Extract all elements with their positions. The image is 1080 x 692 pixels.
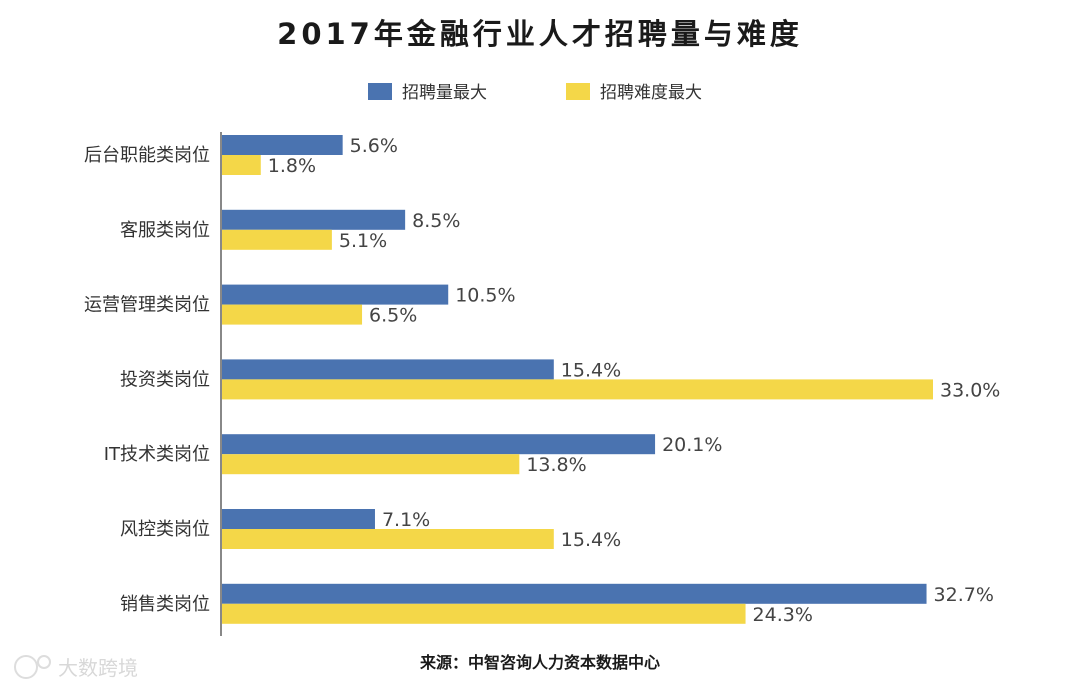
category-label: 投资类岗位 — [120, 369, 210, 390]
bar-recruit-volume — [222, 509, 375, 529]
data-label: 20.1% — [662, 434, 722, 456]
legend-label-recruit-volume: 招聘量最大 — [402, 83, 487, 103]
data-label: 15.4% — [561, 529, 621, 551]
data-label: 33.0% — [940, 379, 1000, 401]
bars — [222, 135, 933, 624]
bar-recruit-difficulty — [222, 529, 554, 549]
data-label: 10.5% — [455, 285, 515, 307]
watermark: 大数跨境 — [14, 655, 138, 680]
data-label: 24.3% — [753, 604, 813, 626]
data-label: 8.5% — [412, 210, 460, 232]
data-label: 5.6% — [350, 135, 398, 157]
bar-recruit-volume — [222, 209, 406, 230]
category-label: 后台职能类岗位 — [84, 145, 210, 166]
data-label: 1.8% — [268, 155, 316, 177]
bar-recruit-difficulty — [222, 603, 746, 624]
bar-recruit-difficulty — [222, 379, 933, 400]
category-label: 销售类岗位 — [120, 594, 210, 615]
legend-swatch-recruit-volume — [368, 83, 392, 100]
watermark-logo-dot-icon — [37, 655, 51, 669]
legend: 招聘量最大 招聘难度最大 — [368, 83, 702, 103]
category-label: 客服类岗位 — [120, 220, 210, 241]
legend-swatch-recruit-difficulty — [566, 83, 590, 100]
bar-recruit-difficulty — [222, 155, 261, 175]
chart-title: 2017年金融行业人才招聘量与难度 — [277, 17, 803, 51]
bar-recruit-volume — [222, 135, 343, 155]
bar-recruit-difficulty — [222, 304, 363, 325]
bar-recruit-difficulty — [222, 454, 520, 475]
legend-label-recruit-difficulty: 招聘难度最大 — [600, 83, 702, 103]
bar-recruit-volume — [222, 583, 927, 604]
bar-recruit-volume — [222, 359, 554, 380]
data-label: 32.7% — [934, 584, 994, 606]
value-labels: 5.6% 1.8% 8.5% 5.1% 10.5% 6.5% 15.4% 33.0% 20.1%… — [268, 135, 1001, 626]
category-label: IT技术类岗位 — [104, 444, 210, 465]
bar-recruit-volume — [222, 284, 449, 305]
bar-recruit-difficulty — [222, 229, 332, 250]
data-label: 5.1% — [339, 230, 387, 252]
category-label: 风控类岗位 — [120, 519, 210, 540]
source-note: 来源：中智咨询人力资本数据中心 — [419, 653, 660, 672]
category-label: 运营管理类岗位 — [84, 295, 210, 316]
data-label: 13.8% — [526, 454, 586, 476]
data-label: 6.5% — [369, 305, 417, 327]
bar-recruit-volume — [222, 434, 656, 455]
watermark-text: 大数跨境 — [58, 656, 138, 680]
data-label: 15.4% — [561, 359, 621, 381]
data-label: 7.1% — [382, 509, 430, 531]
watermark-logo-icon — [14, 655, 38, 679]
